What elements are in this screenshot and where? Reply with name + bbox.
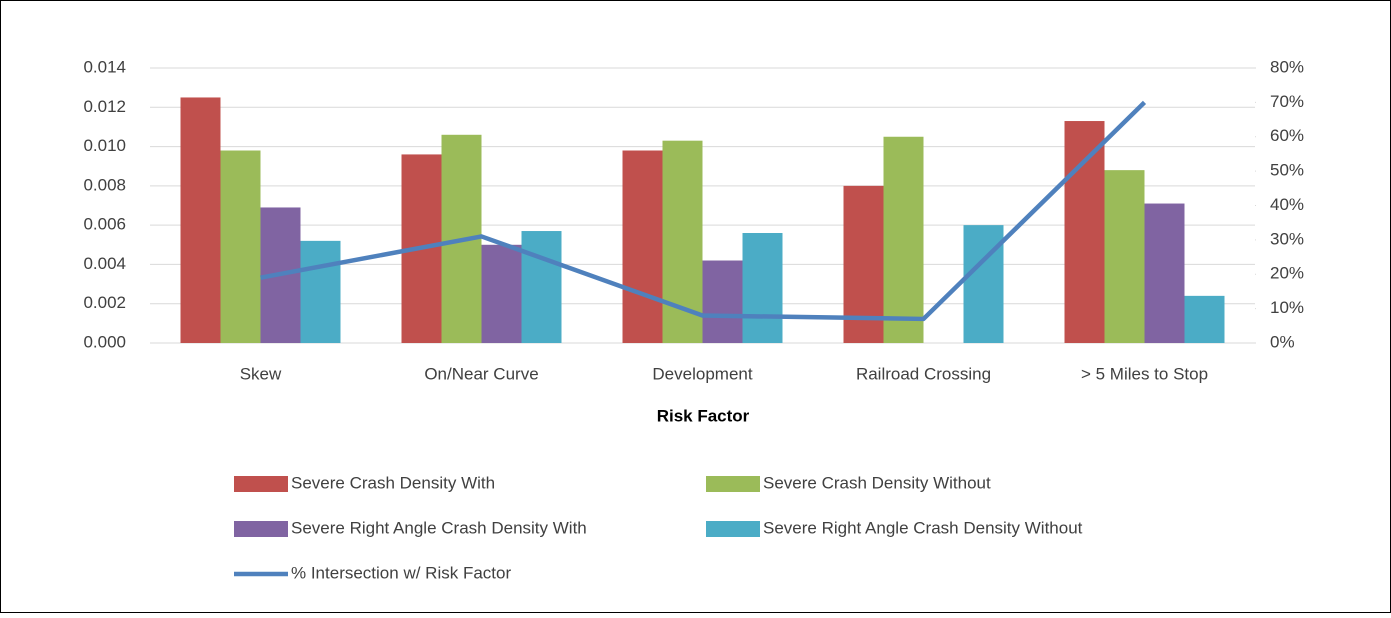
x-tick-label: > 5 Miles to Stop: [1081, 364, 1208, 383]
y-tick-label: 0.012: [83, 97, 126, 116]
x-axis-title: Risk Factor: [657, 406, 750, 425]
y2-tick-label: 10%: [1270, 298, 1304, 317]
y2-tick-label: 0%: [1270, 332, 1295, 351]
legend-label: Severe Right Angle Crash Density With: [291, 518, 587, 537]
bar: [1144, 203, 1185, 343]
line: [260, 100, 1147, 322]
y2-tick-label: 40%: [1270, 195, 1304, 214]
x-tick-label: Skew: [240, 364, 282, 383]
x-tick-label: On/Near Curve: [424, 364, 538, 383]
bar: [220, 150, 261, 343]
bar: [300, 240, 341, 343]
y-tick-label: 0.002: [83, 293, 126, 312]
bar: [1184, 295, 1225, 343]
y-tick-label: 0.008: [83, 175, 126, 194]
legend-label: % Intersection w/ Risk Factor: [291, 563, 511, 582]
bar: [883, 136, 924, 343]
bar: [180, 97, 221, 343]
legend-label: Severe Right Angle Crash Density Without: [763, 518, 1083, 537]
y2-tick-label: 60%: [1270, 126, 1304, 145]
y-tick-label: 0.014: [83, 57, 126, 76]
y2-tick-label: 30%: [1270, 229, 1304, 248]
x-tick-label: Development: [652, 364, 752, 383]
bar: [742, 233, 783, 343]
bar: [963, 225, 1004, 343]
legend-swatch: [706, 476, 760, 492]
y2-tick-label: 20%: [1270, 264, 1304, 283]
y2-tick-label: 50%: [1270, 161, 1304, 180]
y-tick-label: 0.000: [83, 332, 126, 351]
bar: [702, 260, 743, 343]
y-tick-label: 0.004: [83, 254, 126, 273]
y2-tick-label: 70%: [1270, 92, 1304, 111]
bar: [1104, 170, 1145, 343]
bar: [521, 231, 562, 343]
bar: [1064, 121, 1105, 344]
legend-swatch: [234, 521, 288, 537]
bar: [622, 150, 663, 343]
legend-label: Severe Crash Density Without: [763, 473, 991, 492]
bar: [481, 244, 522, 343]
legend-swatch: [234, 476, 288, 492]
y-tick-label: 0.010: [83, 136, 126, 155]
x-tick-label: Railroad Crossing: [856, 364, 991, 383]
y2-tick-label: 80%: [1270, 57, 1304, 76]
legend-swatch: [706, 521, 760, 537]
y-tick-label: 0.006: [83, 215, 126, 234]
legend-label: Severe Crash Density With: [291, 473, 495, 492]
